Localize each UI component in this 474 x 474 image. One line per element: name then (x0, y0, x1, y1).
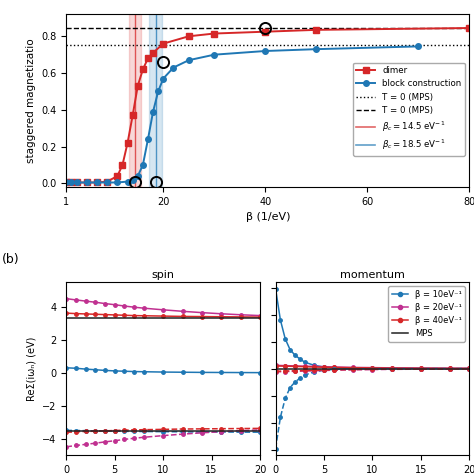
Bar (149, 14, 162, 187)
Y-axis label: staggered magnetizatio: staggered magnetizatio (26, 38, 36, 163)
Bar (129, 14, 141, 187)
Title: spin: spin (152, 270, 175, 280)
Legend: β = 10eV⁻¹, β = 20eV⁻¹, β = 40eV⁻¹, MPS: β = 10eV⁻¹, β = 20eV⁻¹, β = 40eV⁻¹, MPS (388, 286, 465, 341)
Y-axis label: ReΣ(iωₙ) (eV): ReΣ(iωₙ) (eV) (27, 337, 36, 401)
Title: momentum: momentum (340, 270, 405, 280)
X-axis label: β (1/eV): β (1/eV) (246, 212, 290, 222)
Text: (b): (b) (2, 253, 20, 266)
Legend: dimer, block construction, T = 0 (MPS), T = 0 (MPS), $\beta_c = 14.5\ \mathrm{eV: dimer, block construction, T = 0 (MPS), … (353, 63, 465, 156)
